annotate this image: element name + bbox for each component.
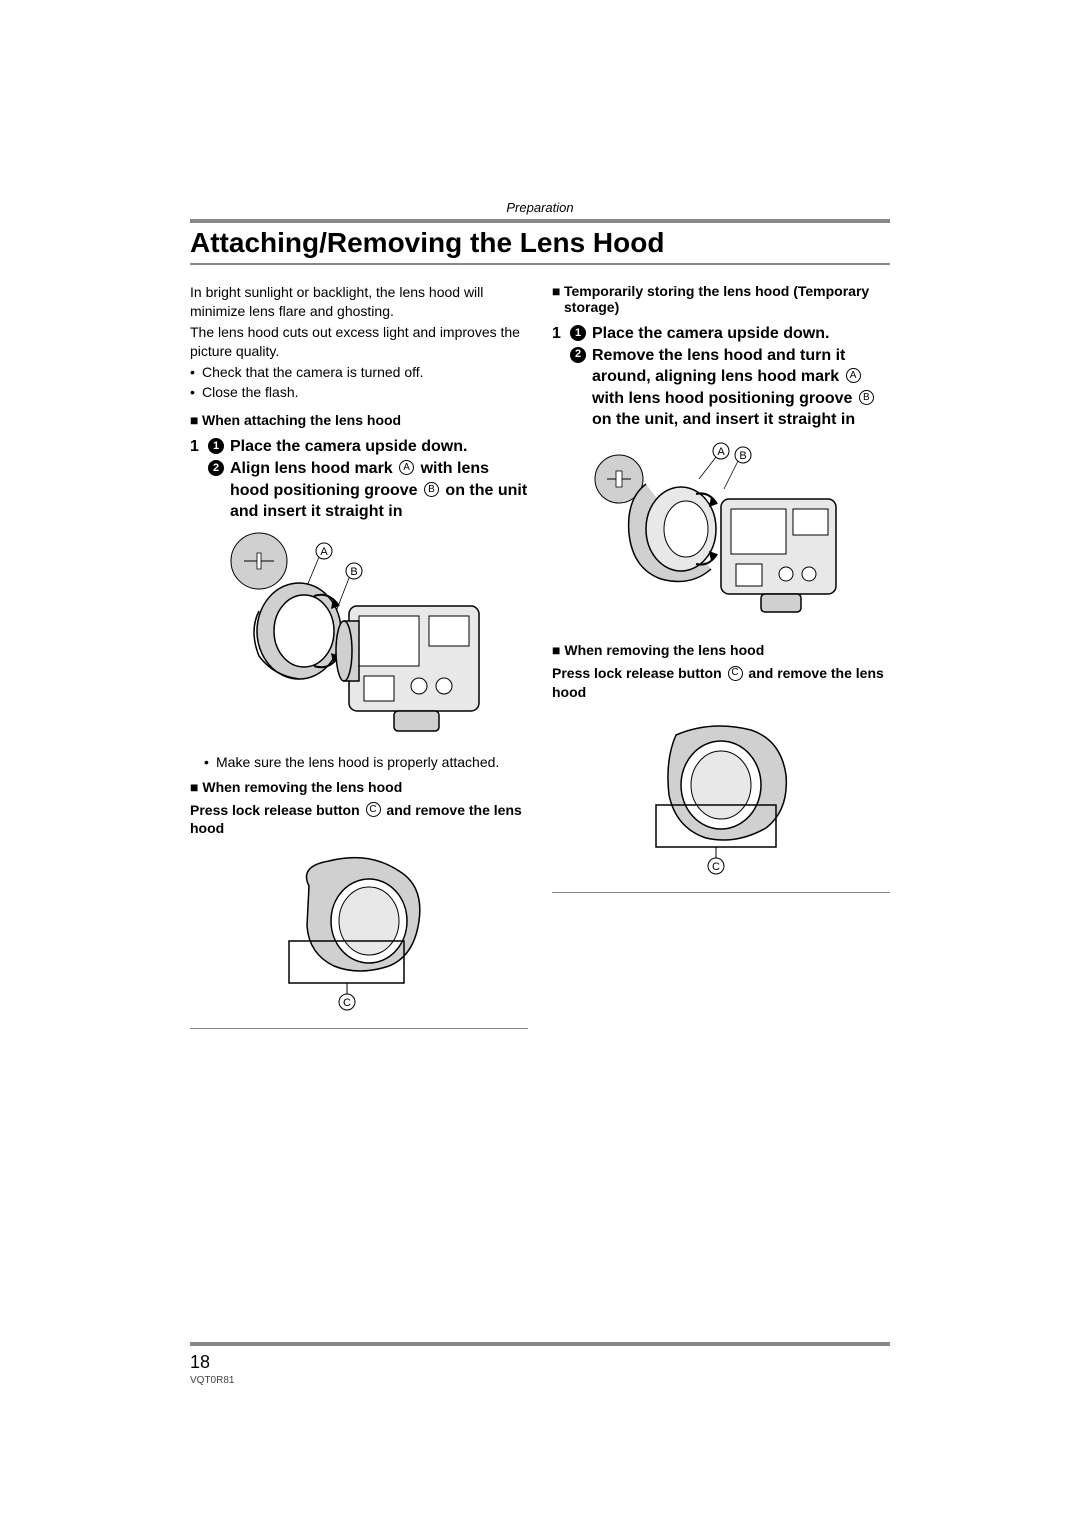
step-number: 1 — [190, 436, 208, 522]
hood-remove-diagram: C — [190, 846, 528, 1016]
camera-svg2-icon: A B — [591, 439, 851, 629]
sub-heading-text: When removing the lens hood — [564, 642, 764, 658]
step-line: 2 Align lens hood mark A with lens hood … — [208, 458, 528, 523]
bullet-icon: • — [190, 383, 202, 402]
label-b-icon: B — [424, 482, 439, 497]
label-a-icon: A — [399, 460, 414, 475]
svg-text:C: C — [712, 861, 720, 873]
square-icon: ■ — [190, 412, 202, 428]
page-number: 18 — [190, 1352, 890, 1373]
step-line: 1 Place the camera upside down. — [570, 323, 890, 345]
manual-page: Preparation Attaching/Removing the Lens … — [0, 0, 1080, 1526]
sub-heading-storage: ■ Temporarily storing the lens hood (Tem… — [552, 283, 890, 315]
sub-heading-attach: ■ When attaching the lens hood — [190, 412, 528, 428]
title-rule-bottom — [190, 263, 890, 265]
circled-2-icon: 2 — [570, 347, 586, 363]
bullet-item: • Check that the camera is turned off. — [190, 363, 528, 382]
circled-1-icon: 1 — [570, 325, 586, 341]
page-footer: 18 VQT0R81 — [190, 1342, 890, 1386]
circled-2-icon: 2 — [208, 460, 224, 476]
divider — [190, 1028, 528, 1029]
bullet-text: Close the flash. — [202, 383, 299, 402]
step-1: 1 1 Place the camera upside down. 2 Alig… — [190, 436, 528, 522]
label-b-icon: B — [859, 390, 874, 405]
sub-heading-text: When attaching the lens hood — [202, 412, 401, 428]
hood-svg-icon: C — [259, 846, 459, 1016]
document-code: VQT0R81 — [190, 1375, 890, 1386]
svg-text:A: A — [717, 446, 725, 458]
square-icon: ■ — [552, 283, 564, 315]
bullet-icon: • — [190, 363, 202, 382]
page-title: Attaching/Removing the Lens Hood — [190, 225, 890, 261]
step-text: Place the camera upside down. — [230, 436, 467, 458]
label-c-icon: C — [366, 802, 381, 817]
section-header: Preparation — [190, 200, 890, 215]
hood-remove-diagram-2: C — [552, 710, 890, 880]
step-body: 1 Place the camera upside down. 2 Remove… — [570, 323, 890, 431]
step-1: 1 1 Place the camera upside down. 2 Remo… — [552, 323, 890, 431]
hood-svg2-icon: C — [621, 710, 821, 880]
sub-heading-remove: ■ When removing the lens hood — [190, 778, 528, 797]
sub-heading-remove: ■ When removing the lens hood — [552, 641, 890, 660]
camera-svg-icon: A B — [219, 531, 499, 741]
camera-attach-diagram: A B — [190, 531, 528, 741]
bullet-text: Check that the camera is turned off. — [202, 363, 424, 382]
square-icon: ■ — [552, 642, 560, 658]
intro-para-2: The lens hood cuts out excess light and … — [190, 323, 528, 361]
divider — [552, 892, 890, 893]
step-number: 1 — [552, 323, 570, 431]
step-body: 1 Place the camera upside down. 2 Align … — [208, 436, 528, 522]
title-rule-top — [190, 219, 890, 223]
camera-storage-diagram: A B — [552, 439, 890, 629]
two-column-layout: In bright sunlight or backlight, the len… — [190, 283, 890, 1039]
intro-para-1: In bright sunlight or backlight, the len… — [190, 283, 528, 321]
svg-text:B: B — [739, 450, 746, 462]
footer-rule — [190, 1342, 890, 1346]
svg-text:B: B — [350, 566, 357, 578]
bullet-item: • Close the flash. — [190, 383, 528, 402]
label-c-icon: C — [728, 666, 743, 681]
right-column: ■ Temporarily storing the lens hood (Tem… — [552, 283, 890, 1039]
step-text: Align lens hood mark A with lens hood po… — [230, 458, 528, 523]
svg-text:A: A — [320, 546, 328, 558]
bullet-text: Make sure the lens hood is properly atta… — [216, 753, 499, 772]
remove-instruction: Press lock release button C and remove t… — [190, 801, 528, 839]
square-icon: ■ — [190, 779, 198, 795]
label-a-icon: A — [846, 368, 861, 383]
bullet-item: • Make sure the lens hood is properly at… — [204, 753, 528, 772]
left-column: In bright sunlight or backlight, the len… — [190, 283, 528, 1039]
step-text: Place the camera upside down. — [592, 323, 829, 345]
svg-text:C: C — [343, 997, 351, 1009]
step-text: Remove the lens hood and turn it around,… — [592, 345, 890, 431]
step-line: 1 Place the camera upside down. — [208, 436, 528, 458]
sub-heading-text: When removing the lens hood — [202, 779, 402, 795]
bullet-icon: • — [204, 753, 216, 772]
circled-1-icon: 1 — [208, 438, 224, 454]
sub-heading-text: Temporarily storing the lens hood (Tempo… — [564, 283, 890, 315]
step-line: 2 Remove the lens hood and turn it aroun… — [570, 345, 890, 431]
remove-instruction: Press lock release button C and remove t… — [552, 664, 890, 702]
